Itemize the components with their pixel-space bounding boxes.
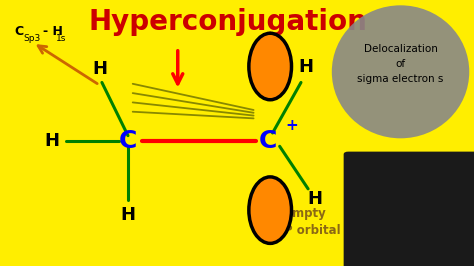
Text: +: + — [285, 118, 298, 132]
Ellipse shape — [249, 33, 292, 100]
Text: Sp3: Sp3 — [24, 34, 41, 43]
Text: H: H — [298, 57, 313, 76]
Text: H: H — [92, 60, 107, 78]
Ellipse shape — [332, 5, 469, 138]
Text: Hyperconjugation: Hyperconjugation — [88, 8, 367, 36]
Ellipse shape — [249, 177, 292, 243]
Text: C: C — [119, 129, 137, 153]
Text: C: C — [14, 26, 23, 38]
Text: H: H — [120, 206, 136, 225]
Text: C: C — [259, 129, 277, 153]
Text: 1s: 1s — [56, 34, 66, 43]
Text: H: H — [45, 132, 60, 150]
Text: Delocalization
of
sigma electron s: Delocalization of sigma electron s — [357, 44, 444, 84]
FancyBboxPatch shape — [344, 152, 474, 266]
Text: - H: - H — [43, 26, 63, 38]
Text: H: H — [308, 190, 323, 209]
Text: Empty
P orbital: Empty P orbital — [284, 207, 341, 238]
